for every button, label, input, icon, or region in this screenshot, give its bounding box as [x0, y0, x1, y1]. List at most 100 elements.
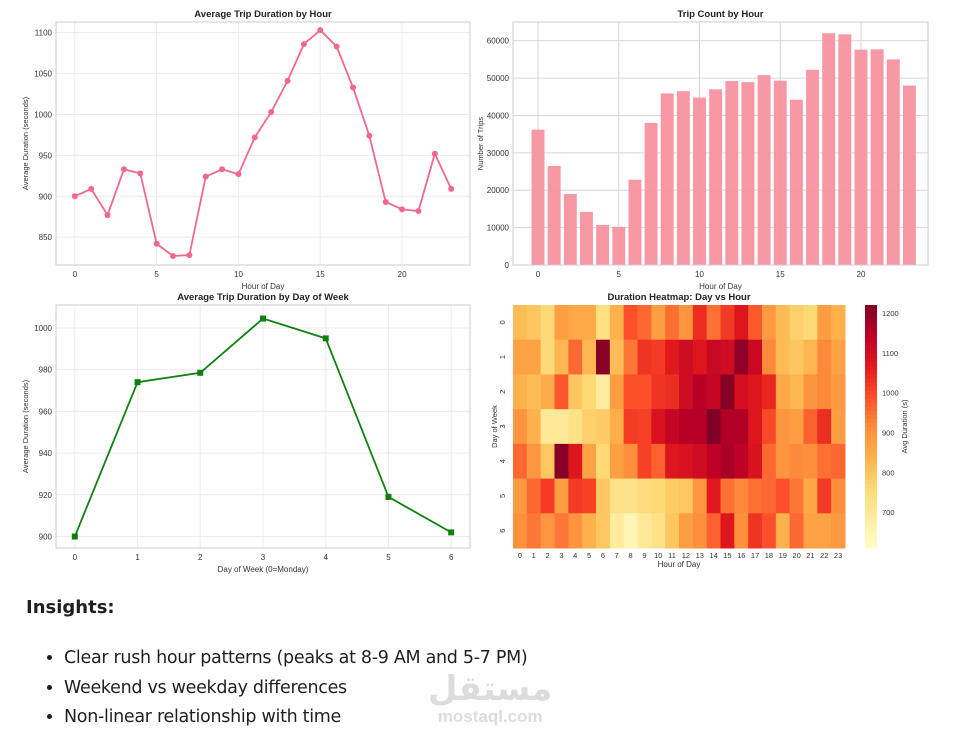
heatmap-cell	[775, 339, 791, 375]
x-tick-label: 7	[615, 551, 619, 560]
heatmap-cell	[679, 478, 694, 514]
heatmap-cell	[651, 409, 666, 445]
heatmap-cell	[734, 478, 749, 514]
colorbar-tick-label: 1100	[882, 349, 898, 358]
colorbar-segment	[865, 418, 877, 423]
heatmap-cell	[762, 409, 777, 445]
heatmap-cell	[720, 305, 735, 341]
colorbar-segment	[865, 446, 877, 452]
heatmap-cell	[831, 513, 846, 549]
bar	[789, 99, 803, 265]
plot-frame	[512, 21, 929, 266]
colorbar-segment	[865, 394, 877, 399]
colorbar-segment	[865, 491, 877, 496]
colorbar-segment	[865, 543, 877, 549]
heatmap-cell	[692, 409, 708, 445]
colorbar-segment	[865, 450, 877, 456]
chart-title: Duration Heatmap: Day vs Hour	[607, 292, 750, 303]
heatmap-cell	[789, 305, 804, 341]
heatmap-cell	[526, 409, 542, 445]
colorbar-segment	[865, 361, 877, 367]
colorbar-segment	[865, 471, 877, 476]
heatmap-cell	[762, 513, 777, 549]
heatmap-cell	[775, 478, 791, 514]
heatmap-cell	[692, 478, 708, 514]
insight-item: Non-linear relationship with time	[64, 703, 527, 733]
x-tick-label: 20	[792, 551, 800, 560]
heatmap-cell	[803, 339, 818, 375]
bar	[725, 81, 739, 266]
insight-item: Weekend vs weekday differences	[64, 674, 527, 704]
plot-frame	[55, 304, 471, 549]
x-tick-label: 13	[696, 551, 704, 560]
heatmap-cell	[706, 513, 721, 549]
y-tick-label: 960	[39, 407, 53, 416]
heatmap-cell	[582, 513, 597, 549]
x-tick-label: 5	[154, 270, 159, 279]
colorbar-segment	[865, 313, 877, 318]
y-tick-label: 0	[505, 261, 510, 270]
heatmap-cell	[526, 305, 542, 341]
colorbar-segment	[865, 365, 877, 371]
colorbar-segment	[865, 499, 877, 504]
heatmap-cell	[720, 443, 735, 480]
colorbar-segment	[865, 402, 877, 407]
bar	[838, 34, 852, 266]
heatmap-cell	[513, 443, 528, 480]
data-point	[235, 171, 242, 178]
x-tick-label: 23	[834, 551, 842, 560]
heatmap-cell	[526, 513, 542, 549]
bar	[822, 33, 836, 265]
x-tick-label: 9	[642, 551, 646, 560]
heatmap-cell	[679, 374, 694, 410]
heatmap-cell	[762, 305, 777, 341]
data-point	[197, 369, 204, 376]
y-tick-label: 20000	[487, 186, 510, 195]
heatmap-cell	[775, 443, 791, 480]
y-tick-label: 1050	[34, 70, 52, 79]
heatmap-cell	[831, 478, 846, 514]
colorbar-segment	[865, 458, 877, 464]
heatmap-cell	[692, 374, 708, 410]
colorbar-segment	[865, 353, 877, 359]
x-tick-label: 11	[668, 551, 676, 560]
heatmap-cell	[803, 305, 818, 341]
y-tick-label: 3	[498, 424, 507, 428]
data-point	[71, 533, 78, 540]
heatmap-cell	[609, 513, 625, 549]
x-tick-label: 18	[765, 551, 773, 560]
heatmap-cell	[817, 339, 832, 375]
x-tick-label: 5	[587, 551, 591, 560]
data-point	[350, 84, 356, 91]
heatmap-cell	[637, 409, 652, 445]
heatmap-cell	[513, 374, 528, 410]
bar	[676, 91, 690, 266]
data-point	[170, 253, 176, 259]
heatmap-cell	[651, 305, 666, 341]
colorbar-segment	[865, 462, 877, 468]
colorbar-segment	[865, 507, 877, 513]
insights-heading: Insights:	[26, 597, 115, 618]
heatmap-cell	[513, 409, 528, 445]
x-tick-label: 6	[601, 551, 605, 560]
y-tick-label: 40000	[487, 111, 510, 120]
heatmap-cell	[513, 305, 528, 341]
heatmap-cell	[582, 409, 597, 445]
y-tick-label: 900	[39, 192, 53, 201]
colorbar-segment	[865, 369, 877, 375]
y-tick-label: 940	[39, 449, 53, 458]
colorbar-label: Avg Duration (s)	[900, 399, 909, 454]
heatmap-cell	[692, 513, 708, 549]
heatmap-cell	[623, 443, 638, 480]
heatmap-cell	[513, 478, 528, 514]
heatmap-cell	[554, 409, 569, 445]
colorbar-segment	[865, 426, 877, 432]
data-point	[186, 252, 193, 259]
heatmap-cell	[706, 443, 721, 480]
bar	[628, 179, 642, 265]
colorbar-tick-label: 800	[882, 468, 895, 477]
heatmap-cell	[513, 513, 528, 549]
heatmap-cell	[665, 409, 680, 445]
x-tick-label: 20	[398, 270, 407, 279]
